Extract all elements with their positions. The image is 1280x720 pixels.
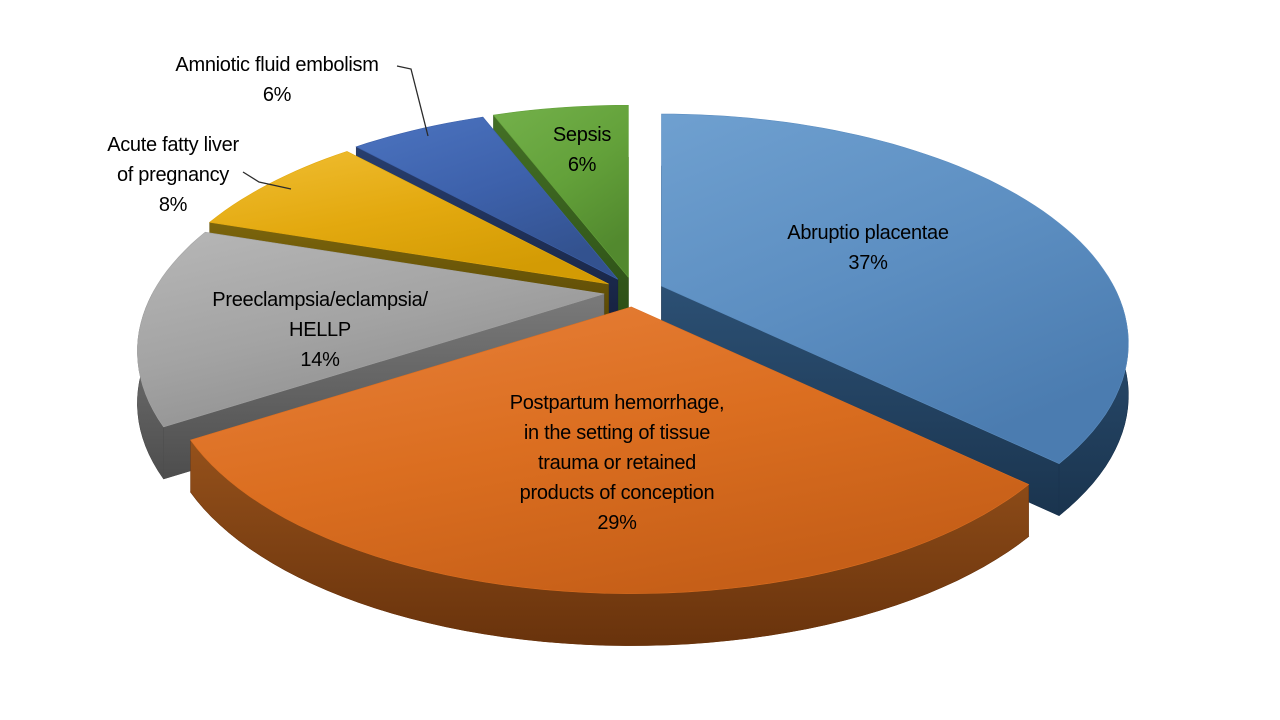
slice-top-face[interactable] [208, 151, 609, 285]
pie-slice-postpartum-hemorrhage[interactable] [190, 306, 1030, 646]
leader-line-acute-fatty-liver [242, 171, 292, 190]
slice-top-face[interactable] [661, 113, 1129, 464]
leader-line-amniotic-fluid-embolism [396, 65, 429, 137]
slice-top-face[interactable] [492, 105, 629, 279]
slice-top-face[interactable] [190, 306, 1030, 594]
slice-top-face[interactable] [137, 231, 605, 428]
slice-top-face[interactable] [355, 116, 619, 280]
